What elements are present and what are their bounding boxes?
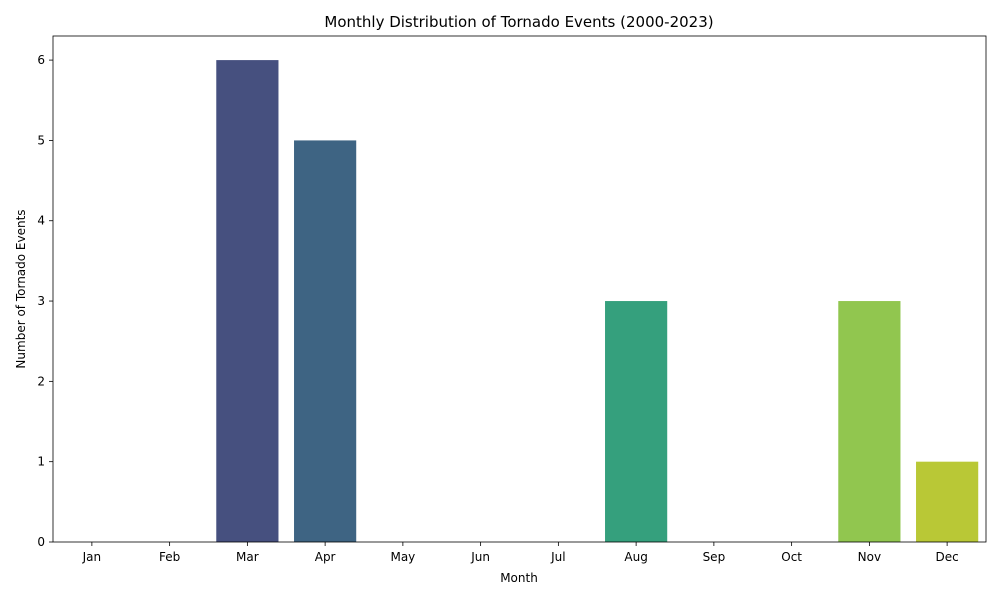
y-tick-label: 4 (37, 214, 45, 228)
x-tick-label: Aug (624, 550, 647, 564)
x-tick-label: Apr (315, 550, 336, 564)
x-tick-label: May (390, 550, 415, 564)
bar-apr (294, 140, 357, 542)
x-tick-label: Sep (703, 550, 726, 564)
y-tick-label: 2 (37, 374, 45, 388)
y-tick-label: 6 (37, 53, 45, 67)
x-tick-label: Oct (781, 550, 802, 564)
x-tick-label: Jun (470, 550, 490, 564)
y-tick-label: 1 (37, 455, 45, 469)
plot-area-frame (52, 35, 987, 543)
x-tick-label: Jul (550, 550, 565, 564)
bar-aug (605, 301, 668, 542)
x-axis-label: Month (500, 571, 538, 585)
x-tick-label: Dec (936, 550, 959, 564)
x-tick-label: Feb (159, 550, 180, 564)
y-tick-label: 5 (37, 133, 45, 147)
x-tick-label: Mar (236, 550, 259, 564)
x-tick-label: Nov (858, 550, 881, 564)
x-axis-ticks: Jan Feb Mar Apr May Jun Jul Aug Sep Oct Nov Dec (82, 542, 959, 564)
y-axis-label: Number of Tornado Events (14, 209, 28, 368)
bars-group (216, 60, 979, 542)
y-axis-ticks: 0 1 2 3 4 5 6 (37, 53, 53, 549)
y-tick-label: 0 (37, 535, 45, 549)
bar-nov (838, 301, 901, 542)
chart-title: Monthly Distribution of Tornado Events (… (324, 13, 713, 31)
y-tick-label: 3 (37, 294, 45, 308)
bar-mar (216, 60, 279, 542)
bar-dec (916, 461, 979, 542)
x-tick-label: Jan (82, 550, 102, 564)
